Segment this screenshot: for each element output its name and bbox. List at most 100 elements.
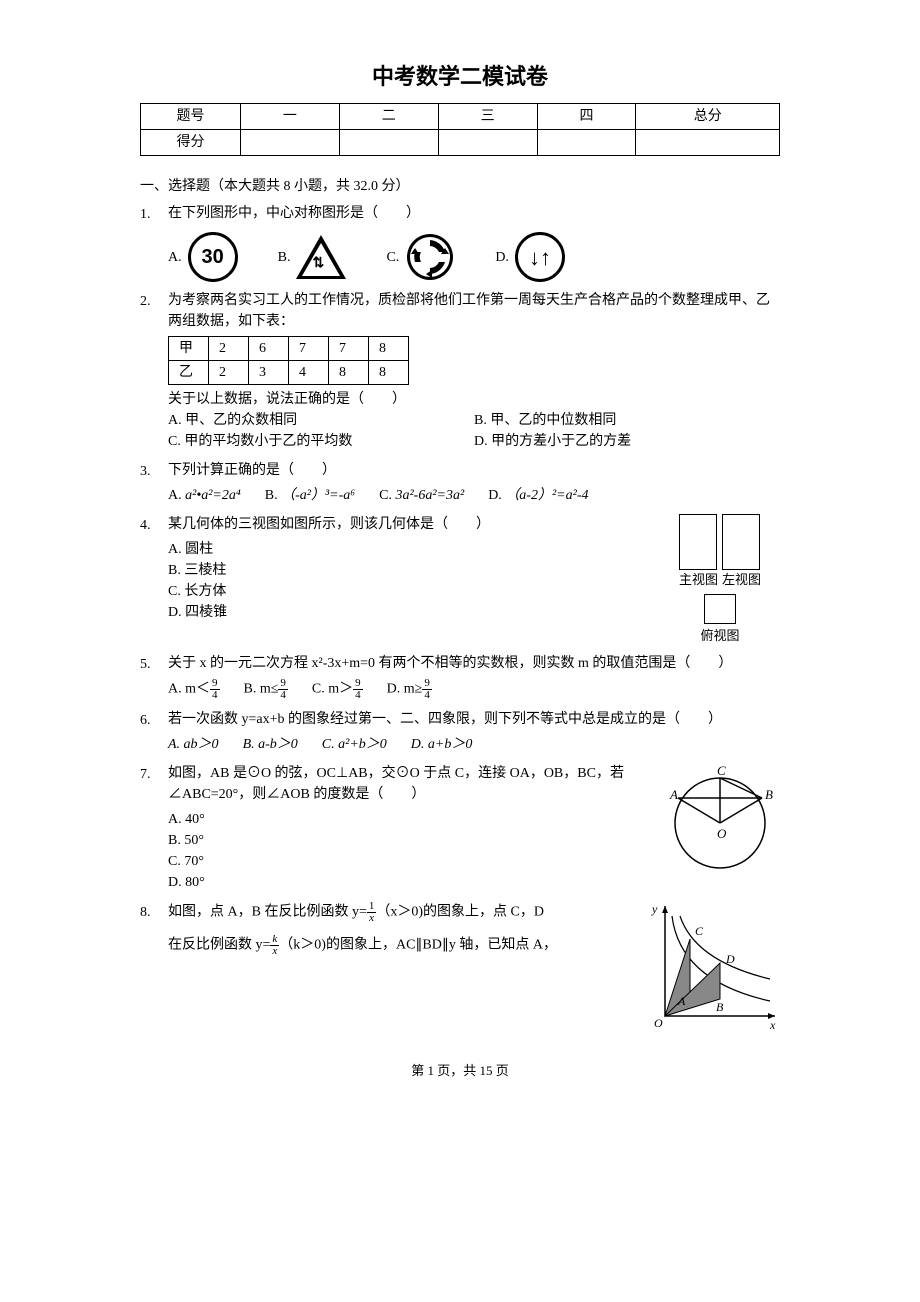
score-cell	[537, 130, 636, 156]
view-label: 主视图	[679, 572, 718, 587]
option-d: D. 甲的方差小于乙的方差	[474, 431, 780, 452]
table-cell: 2	[209, 361, 249, 385]
question-number: 4.	[140, 514, 168, 536]
question-3: 3. 下列计算正确的是（ ） A. a²•a²=2a⁴ B. （-a²）³=-a…	[140, 460, 780, 506]
question-text: 某几何体的三视图如图所示，则该几何体是（ ）	[168, 514, 648, 535]
option-b: B. 甲、乙的中位数相同	[474, 410, 780, 431]
recycle-icon	[405, 232, 455, 282]
question-number: 3.	[140, 460, 168, 482]
page-footer: 第 1 页，共 15 页	[140, 1061, 780, 1081]
question-text: 关于 x 的一元二次方程 x²-3x+m=0 有两个不相等的实数根，则实数 m …	[168, 653, 780, 674]
table-cell: 甲	[169, 337, 209, 361]
table-cell: 8	[329, 361, 369, 385]
section-heading: 一、选择题（本大题共 8 小题，共 32.0 分）	[140, 176, 780, 197]
option-c: C. 长方体	[168, 581, 648, 602]
svg-text:B: B	[765, 787, 773, 802]
table-cell: 7	[329, 337, 369, 361]
question-number: 5.	[140, 653, 168, 675]
question-7: 7. 如图，AB 是⊙O 的弦，OC⊥AB，交⊙O 于点 C，连接 OA，OB，…	[140, 763, 780, 893]
option-b: B. 50°	[168, 830, 650, 851]
question-number: 6.	[140, 709, 168, 731]
data-table: 甲 2 6 7 7 8 乙 2 3 4 8 8	[168, 336, 409, 385]
svg-text:D: D	[725, 952, 735, 966]
three-views-figure: 主视图 左视图 俯视图	[660, 514, 780, 645]
option-a: A. ab＞0	[168, 734, 219, 755]
question-8: 8. 如图，点 A，B 在反比例函数 y=1x（x＞0)的图象上，点 C，D 在…	[140, 901, 780, 1031]
option-c: C.	[386, 232, 455, 282]
option-d: D. m≥94	[387, 678, 432, 701]
option-b: B. 三棱柱	[168, 560, 648, 581]
view-label: 俯视图	[700, 628, 739, 643]
table-cell: 8	[369, 361, 409, 385]
table-cell: 4	[289, 361, 329, 385]
question-number: 2.	[140, 290, 168, 312]
traffic-sign-icon: 30	[188, 232, 238, 282]
question-5: 5. 关于 x 的一元二次方程 x²-3x+m=0 有两个不相等的实数根，则实数…	[140, 653, 780, 701]
question-number: 1.	[140, 203, 168, 225]
svg-text:x: x	[769, 1018, 776, 1031]
svg-text:O: O	[717, 826, 727, 841]
question-text: 为考察两名实习工人的工作情况，质检部将他们工作第一周每天生产合格产品的个数整理成…	[168, 290, 780, 332]
option-a: A. 甲、乙的众数相同	[168, 410, 474, 431]
table-cell: 3	[249, 361, 289, 385]
score-row-label: 得分	[141, 130, 241, 156]
option-c: C. m＞94	[312, 678, 363, 701]
score-header-cell: 一	[241, 104, 340, 130]
option-a: A. a²•a²=2a⁴	[168, 485, 241, 506]
option-d: D. 80°	[168, 872, 650, 893]
question-number: 7.	[140, 763, 168, 785]
svg-text:B: B	[716, 1000, 724, 1014]
option-b: B. （-a²）³=-a⁶	[265, 485, 355, 506]
score-cell	[636, 130, 780, 156]
option-d: D. （a-2）²=a²-4	[488, 485, 588, 506]
option-label: C.	[386, 247, 399, 268]
score-header-cell: 题号	[141, 104, 241, 130]
option-d: D. 四棱锥	[168, 602, 648, 623]
svg-text:O: O	[654, 1016, 663, 1030]
question-number: 8.	[140, 901, 168, 923]
option-a: A. 40°	[168, 809, 650, 830]
score-header-cell: 三	[438, 104, 537, 130]
svg-text:y: y	[651, 902, 658, 916]
option-label: B.	[278, 247, 291, 268]
table-cell: 6	[249, 337, 289, 361]
option-c: C. 甲的平均数小于乙的平均数	[168, 431, 474, 452]
svg-text:A: A	[669, 787, 678, 802]
score-cell	[241, 130, 340, 156]
option-label: A.	[168, 247, 182, 268]
option-c: C. 70°	[168, 851, 650, 872]
question-4: 4. 某几何体的三视图如图所示，则该几何体是（ ） A. 圆柱 B. 三棱柱 C…	[140, 514, 780, 645]
option-b: B. a-b＞0	[243, 734, 298, 755]
table-cell: 8	[369, 337, 409, 361]
question-text: 下列计算正确的是（ ）	[168, 460, 780, 481]
graph-figure: y x O C D A B	[650, 901, 780, 1031]
score-cell	[339, 130, 438, 156]
option-d: D. a+b＞0	[411, 734, 473, 755]
triangle-sign-icon: ⇅	[296, 235, 346, 279]
score-header-cell: 二	[339, 104, 438, 130]
score-header-cell: 总分	[636, 104, 780, 130]
question-text: 在下列图形中，中心对称图形是（ ）	[168, 203, 780, 224]
view-label: 左视图	[722, 572, 761, 587]
table-cell: 乙	[169, 361, 209, 385]
option-d: D. ↓↑	[495, 232, 565, 282]
question-6: 6. 若一次函数 y=ax+b 的图象经过第一、二、四象限，则下列不等式中总是成…	[140, 709, 780, 755]
table-cell: 2	[209, 337, 249, 361]
score-cell	[438, 130, 537, 156]
question-subtext: 关于以上数据，说法正确的是（ ）	[168, 389, 780, 410]
question-2: 2. 为考察两名实习工人的工作情况，质检部将他们工作第一周每天生产合格产品的个数…	[140, 290, 780, 452]
option-label: D.	[495, 247, 509, 268]
option-a: A. 30	[168, 232, 238, 282]
question-text: 若一次函数 y=ax+b 的图象经过第一、二、四象限，则下列不等式中总是成立的是…	[168, 709, 780, 730]
circle-figure: A B C O	[660, 763, 780, 893]
question-text-cont: 在反比例函数 y=kx（k＞0)的图象上，AC∥BD∥y 轴，已知点 A，	[168, 934, 640, 957]
question-text: 如图，点 A，B 在反比例函数 y=1x（x＞0)的图象上，点 C，D	[168, 901, 640, 924]
svg-text:A: A	[677, 994, 686, 1008]
question-1: 1. 在下列图形中，中心对称图形是（ ） A. 30 B. ⇅ C.	[140, 203, 780, 282]
option-c: C. a²+b＞0	[322, 734, 387, 755]
score-header-cell: 四	[537, 104, 636, 130]
option-b: B. ⇅	[278, 235, 347, 279]
option-a: A. m＜94	[168, 678, 220, 701]
arrows-sign-icon: ↓↑	[515, 232, 565, 282]
svg-text:C: C	[717, 763, 726, 778]
